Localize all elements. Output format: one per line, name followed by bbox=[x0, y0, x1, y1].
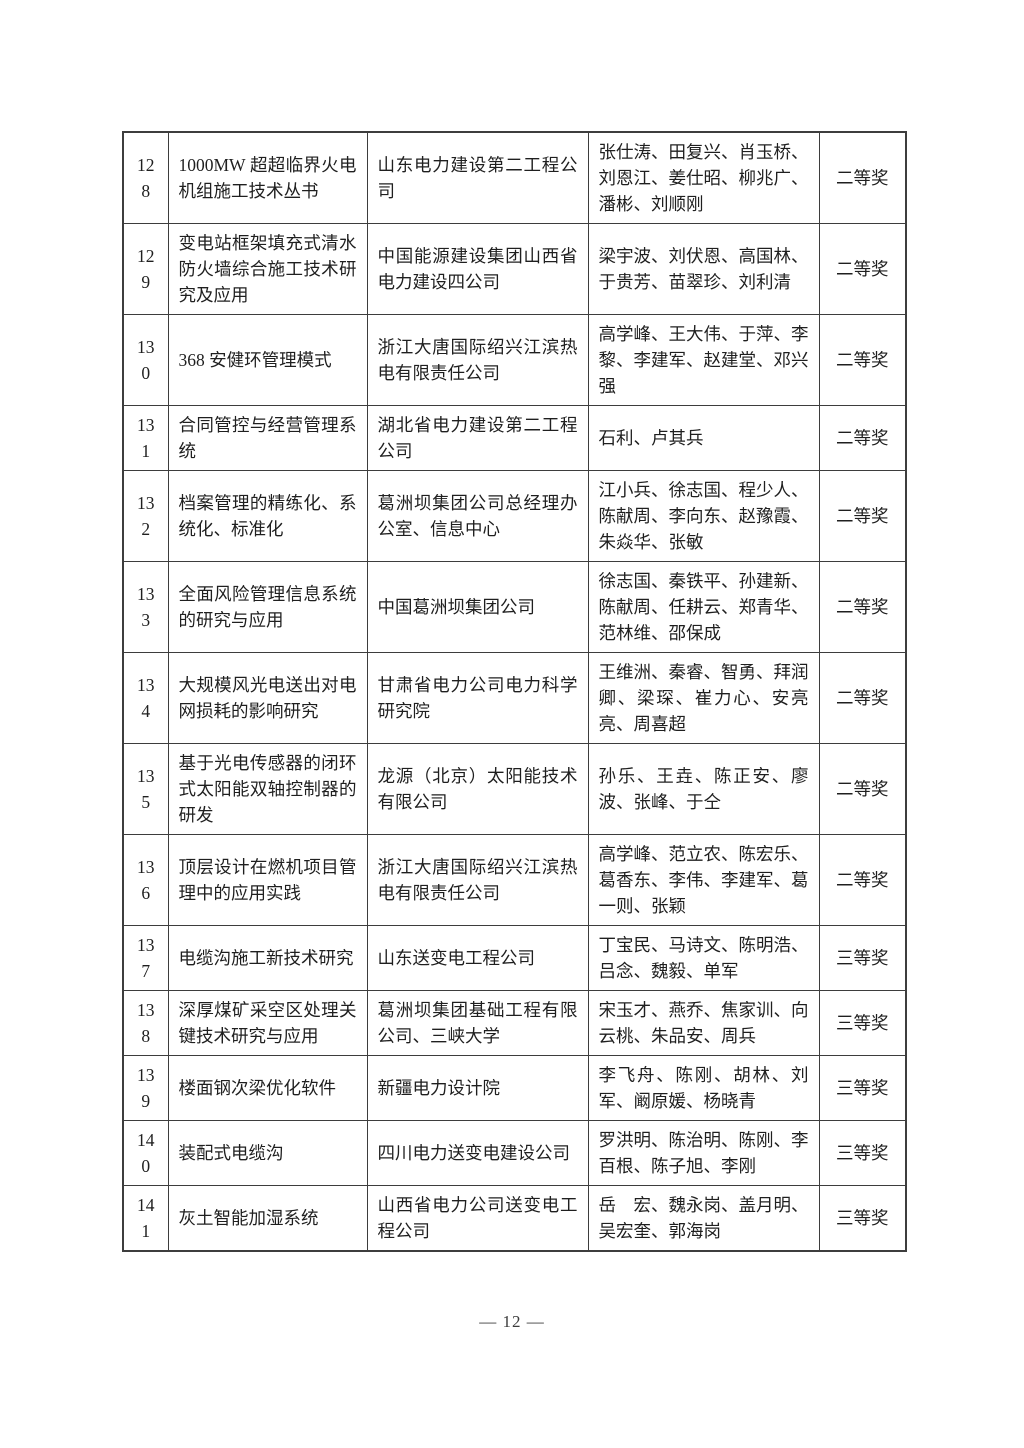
table-row: 136 顶层设计在燃机项目管理中的应用实践 浙江大唐国际绍兴江滨热电有限责任公司… bbox=[122, 834, 907, 926]
cell-contributors: 高学峰、王大伟、于萍、李黎、李建军、赵建堂、邓兴强 bbox=[587, 314, 820, 406]
cell-award-tier: 二等奖 bbox=[818, 834, 907, 926]
table-row: 128 1000MW 超超临界火电机组施工技术丛书 山东电力建设第二工程公司 张… bbox=[122, 131, 907, 224]
table-row: 138 深厚煤矿采空区处理关键技术研究与应用 葛洲坝集团基础工程有限公司、三峡大… bbox=[122, 990, 907, 1056]
cell-organization: 甘肃省电力公司电力科学研究院 bbox=[366, 652, 589, 744]
cell-project-name: 顶层设计在燃机项目管理中的应用实践 bbox=[167, 834, 368, 926]
cell-project-name: 1000MW 超超临界火电机组施工技术丛书 bbox=[167, 131, 368, 224]
cell-contributors: 江小兵、徐志国、程少人、陈献周、李向东、赵豫霞、朱焱华、张敏 bbox=[587, 470, 820, 562]
cell-contributors: 徐志国、秦铁平、孙建新、陈献周、任耕云、郑青华、范林维、邵保成 bbox=[587, 561, 820, 653]
cell-project-name: 368 安健环管理模式 bbox=[167, 314, 368, 406]
cell-award-tier: 二等奖 bbox=[818, 405, 907, 471]
cell-organization: 中国能源建设集团山西省电力建设四公司 bbox=[366, 223, 589, 315]
cell-award-tier: 三等奖 bbox=[818, 1055, 907, 1121]
cell-organization: 中国葛洲坝集团公司 bbox=[366, 561, 589, 653]
awards-table: 128 1000MW 超超临界火电机组施工技术丛书 山东电力建设第二工程公司 张… bbox=[122, 131, 907, 1252]
cell-contributors: 石利、卢其兵 bbox=[587, 405, 820, 471]
table-row: 140 装配式电缆沟 四川电力送变电建设公司 罗洪明、陈治明、陈刚、李百根、陈子… bbox=[122, 1120, 907, 1186]
cell-contributors: 宋玉才、燕乔、焦家训、向云桃、朱品安、周兵 bbox=[587, 990, 820, 1056]
cell-contributors: 孙乐、王垚、陈正安、廖波、张峰、于仝 bbox=[587, 743, 820, 835]
cell-organization: 山东送变电工程公司 bbox=[366, 925, 589, 991]
table-row: 130 368 安健环管理模式 浙江大唐国际绍兴江滨热电有限责任公司 高学峰、王… bbox=[122, 314, 907, 406]
table-row: 131 合同管控与经营管理系统 湖北省电力建设第二工程公司 石利、卢其兵 二等奖 bbox=[122, 405, 907, 471]
cell-contributors: 张仕涛、田复兴、肖玉桥、刘恩江、姜仕昭、柳兆广、潘彬、刘顺刚 bbox=[587, 131, 820, 224]
cell-number: 134 bbox=[122, 652, 169, 744]
cell-organization: 浙江大唐国际绍兴江滨热电有限责任公司 bbox=[366, 314, 589, 406]
cell-award-tier: 三等奖 bbox=[818, 1185, 907, 1252]
table-row: 139 楼面钢次梁优化软件 新疆电力设计院 李飞舟、陈刚、胡林、刘军、阚原媛、杨… bbox=[122, 1055, 907, 1121]
cell-number: 135 bbox=[122, 743, 169, 835]
table-row: 141 灰土智能加湿系统 山西省电力公司送变电工程公司 岳 宏、魏永岗、盖月明、… bbox=[122, 1185, 907, 1252]
cell-organization: 新疆电力设计院 bbox=[366, 1055, 589, 1121]
cell-project-name: 楼面钢次梁优化软件 bbox=[167, 1055, 368, 1121]
cell-number: 129 bbox=[122, 223, 169, 315]
cell-number: 132 bbox=[122, 470, 169, 562]
cell-award-tier: 二等奖 bbox=[818, 470, 907, 562]
cell-contributors: 李飞舟、陈刚、胡林、刘军、阚原媛、杨晓青 bbox=[587, 1055, 820, 1121]
cell-organization: 湖北省电力建设第二工程公司 bbox=[366, 405, 589, 471]
cell-contributors: 罗洪明、陈治明、陈刚、李百根、陈子旭、李刚 bbox=[587, 1120, 820, 1186]
cell-award-tier: 三等奖 bbox=[818, 990, 907, 1056]
cell-number: 139 bbox=[122, 1055, 169, 1121]
table-row: 137 电缆沟施工新技术研究 山东送变电工程公司 丁宝民、马诗文、陈明浩、吕念、… bbox=[122, 925, 907, 991]
cell-organization: 山西省电力公司送变电工程公司 bbox=[366, 1185, 589, 1252]
cell-contributors: 王维洲、秦睿、智勇、拜润卿、梁琛、崔力心、安亮亮、周喜超 bbox=[587, 652, 820, 744]
cell-contributors: 高学峰、范立农、陈宏乐、葛香东、李伟、李建军、葛一则、张颖 bbox=[587, 834, 820, 926]
cell-number: 131 bbox=[122, 405, 169, 471]
cell-project-name: 深厚煤矿采空区处理关键技术研究与应用 bbox=[167, 990, 368, 1056]
cell-contributors: 梁宇波、刘伏恩、高国林、于贵芳、苗翠珍、刘利清 bbox=[587, 223, 820, 315]
cell-project-name: 装配式电缆沟 bbox=[167, 1120, 368, 1186]
page-number: — 12 — bbox=[479, 1312, 545, 1331]
cell-project-name: 电缆沟施工新技术研究 bbox=[167, 925, 368, 991]
cell-contributors: 丁宝民、马诗文、陈明浩、吕念、魏毅、单军 bbox=[587, 925, 820, 991]
cell-project-name: 基于光电传感器的闭环式太阳能双轴控制器的研发 bbox=[167, 743, 368, 835]
cell-number: 141 bbox=[122, 1185, 169, 1252]
cell-number: 136 bbox=[122, 834, 169, 926]
cell-award-tier: 二等奖 bbox=[818, 743, 907, 835]
cell-award-tier: 二等奖 bbox=[818, 314, 907, 406]
cell-award-tier: 二等奖 bbox=[818, 652, 907, 744]
cell-project-name: 灰土智能加湿系统 bbox=[167, 1185, 368, 1252]
cell-project-name: 合同管控与经营管理系统 bbox=[167, 405, 368, 471]
cell-award-tier: 二等奖 bbox=[818, 223, 907, 315]
cell-project-name: 变电站框架填充式清水防火墙综合施工技术研究及应用 bbox=[167, 223, 368, 315]
table-row: 132 档案管理的精练化、系统化、标准化 葛洲坝集团公司总经理办公室、信息中心 … bbox=[122, 470, 907, 562]
cell-project-name: 档案管理的精练化、系统化、标准化 bbox=[167, 470, 368, 562]
awards-table-body: 128 1000MW 超超临界火电机组施工技术丛书 山东电力建设第二工程公司 张… bbox=[122, 131, 907, 1252]
cell-number: 128 bbox=[122, 131, 169, 224]
cell-organization: 葛洲坝集团基础工程有限公司、三峡大学 bbox=[366, 990, 589, 1056]
table-row: 134 大规模风光电送出对电网损耗的影响研究 甘肃省电力公司电力科学研究院 王维… bbox=[122, 652, 907, 744]
cell-project-name: 全面风险管理信息系统的研究与应用 bbox=[167, 561, 368, 653]
cell-project-name: 大规模风光电送出对电网损耗的影响研究 bbox=[167, 652, 368, 744]
cell-number: 137 bbox=[122, 925, 169, 991]
cell-organization: 龙源（北京）太阳能技术有限公司 bbox=[366, 743, 589, 835]
cell-award-tier: 三等奖 bbox=[818, 1120, 907, 1186]
cell-number: 130 bbox=[122, 314, 169, 406]
cell-number: 140 bbox=[122, 1120, 169, 1186]
table-row: 135 基于光电传感器的闭环式太阳能双轴控制器的研发 龙源（北京）太阳能技术有限… bbox=[122, 743, 907, 835]
cell-award-tier: 二等奖 bbox=[818, 131, 907, 224]
cell-number: 138 bbox=[122, 990, 169, 1056]
cell-organization: 山东电力建设第二工程公司 bbox=[366, 131, 589, 224]
table-row: 129 变电站框架填充式清水防火墙综合施工技术研究及应用 中国能源建设集团山西省… bbox=[122, 223, 907, 315]
cell-organization: 四川电力送变电建设公司 bbox=[366, 1120, 589, 1186]
cell-number: 133 bbox=[122, 561, 169, 653]
cell-organization: 浙江大唐国际绍兴江滨热电有限责任公司 bbox=[366, 834, 589, 926]
cell-award-tier: 二等奖 bbox=[818, 561, 907, 653]
cell-contributors: 岳 宏、魏永岗、盖月明、吴宏奎、郭海岗 bbox=[587, 1185, 820, 1252]
cell-organization: 葛洲坝集团公司总经理办公室、信息中心 bbox=[366, 470, 589, 562]
table-row: 133 全面风险管理信息系统的研究与应用 中国葛洲坝集团公司 徐志国、秦铁平、孙… bbox=[122, 561, 907, 653]
cell-award-tier: 三等奖 bbox=[818, 925, 907, 991]
